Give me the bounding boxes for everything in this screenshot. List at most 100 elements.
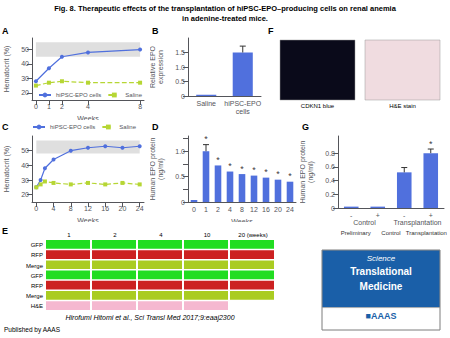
svg-text:-: - xyxy=(403,212,406,219)
svg-text:24: 24 xyxy=(286,206,294,213)
svg-text:B: B xyxy=(152,26,159,36)
svg-text:1.0: 1.0 xyxy=(175,64,185,71)
svg-text:Published by AAAS: Published by AAAS xyxy=(4,326,61,334)
svg-text:Control: Control xyxy=(353,219,376,226)
svg-text:hiPSC-EPO cells: hiPSC-EPO cells xyxy=(50,124,95,130)
svg-text:0.6: 0.6 xyxy=(325,163,335,170)
svg-text:Hirofumi Hitomi et al., Sci Tr: Hirofumi Hitomi et al., Sci Transl Med 2… xyxy=(65,314,234,322)
svg-text:30: 30 xyxy=(21,177,29,184)
svg-text:*: * xyxy=(264,167,268,177)
svg-text:GFP: GFP xyxy=(31,273,43,279)
svg-text:(ng/ml): (ng/ml) xyxy=(307,161,315,183)
svg-text:+: + xyxy=(376,212,380,219)
svg-text:*: * xyxy=(204,134,208,144)
svg-text:+: + xyxy=(429,212,433,219)
svg-text:2: 2 xyxy=(113,232,117,238)
svg-text:20: 20 xyxy=(21,191,29,198)
svg-text:H&E stain: H&E stain xyxy=(389,103,416,109)
svg-text:CDKN1 blue: CDKN1 blue xyxy=(301,103,335,109)
svg-text:8: 8 xyxy=(69,205,73,212)
svg-text:■AAAS: ■AAAS xyxy=(366,311,397,321)
svg-text:Hematocrit (%): Hematocrit (%) xyxy=(3,46,11,93)
svg-text:*: * xyxy=(252,165,256,175)
svg-text:E: E xyxy=(2,226,8,236)
svg-text:hiPSC-EPO: hiPSC-EPO xyxy=(224,100,262,107)
svg-text:expression: expression xyxy=(157,50,165,84)
svg-text:30: 30 xyxy=(21,75,29,82)
svg-text:Medicine: Medicine xyxy=(360,281,403,292)
svg-text:0: 0 xyxy=(181,199,185,206)
svg-text:1: 1 xyxy=(204,206,208,213)
svg-text:Human EPO protein: Human EPO protein xyxy=(150,138,157,201)
svg-text:1.5: 1.5 xyxy=(175,49,185,56)
svg-text:*: * xyxy=(216,155,220,165)
svg-text:Relative EPO: Relative EPO xyxy=(150,45,156,88)
svg-text:Translational: Translational xyxy=(350,266,412,277)
svg-text:0.4: 0.4 xyxy=(325,177,335,184)
svg-text:Preliminary: Preliminary xyxy=(341,230,371,236)
svg-text:0: 0 xyxy=(331,205,335,212)
svg-text:4: 4 xyxy=(228,206,232,213)
svg-text:40: 40 xyxy=(21,162,29,169)
svg-text:2: 2 xyxy=(60,103,64,110)
svg-text:Transplantation: Transplantation xyxy=(394,219,442,227)
svg-text:Saline: Saline xyxy=(125,92,142,98)
svg-text:Saline: Saline xyxy=(119,124,136,130)
svg-text:12: 12 xyxy=(84,205,92,212)
svg-text:Weeks: Weeks xyxy=(77,115,99,120)
svg-text:RFP: RFP xyxy=(31,283,43,289)
svg-text:40: 40 xyxy=(21,60,29,67)
svg-text:in adenine-treated mice.: in adenine-treated mice. xyxy=(182,14,268,23)
svg-text:1.0: 1.0 xyxy=(175,148,185,155)
svg-text:16: 16 xyxy=(101,205,109,212)
svg-text:0: 0 xyxy=(34,205,38,212)
svg-text:12: 12 xyxy=(250,206,258,213)
svg-text:16: 16 xyxy=(262,206,270,213)
svg-text:hiPSC-EPO cells: hiPSC-EPO cells xyxy=(56,92,101,98)
svg-text:50: 50 xyxy=(21,147,29,154)
svg-text:20 (weeks): 20 (weeks) xyxy=(238,232,267,238)
svg-text:-: - xyxy=(350,212,353,219)
svg-text:0: 0 xyxy=(192,206,196,213)
svg-text:0: 0 xyxy=(34,103,38,110)
svg-text:10: 10 xyxy=(204,232,211,238)
svg-text:20: 20 xyxy=(119,205,127,212)
svg-text:RFP: RFP xyxy=(31,252,43,258)
svg-text:*: * xyxy=(240,164,244,174)
svg-text:0.5: 0.5 xyxy=(175,78,185,85)
svg-text:F: F xyxy=(268,26,274,36)
svg-text:*: * xyxy=(276,169,280,179)
svg-text:Weeks: Weeks xyxy=(77,217,99,222)
svg-text:Saline: Saline xyxy=(197,100,217,107)
svg-text:0.5: 0.5 xyxy=(175,173,185,180)
svg-text:GFP: GFP xyxy=(31,242,43,248)
svg-text:Science: Science xyxy=(367,254,396,263)
svg-text:Fig. 8. Therapeutic effects of: Fig. 8. Therapeutic effects of the trans… xyxy=(54,4,397,13)
svg-text:Hematocrit (%): Hematocrit (%) xyxy=(3,146,11,193)
svg-text:4: 4 xyxy=(52,205,56,212)
svg-text:4: 4 xyxy=(159,232,163,238)
svg-text:4: 4 xyxy=(86,103,90,110)
svg-text:*: * xyxy=(429,139,433,149)
svg-text:Human EPO protein: Human EPO protein xyxy=(300,141,307,204)
svg-text:*: * xyxy=(288,171,292,181)
svg-text:G: G xyxy=(302,122,309,132)
svg-text:0.8: 0.8 xyxy=(325,150,335,157)
svg-text:1: 1 xyxy=(67,232,71,238)
svg-text:1: 1 xyxy=(47,103,51,110)
svg-text:(ng/ml): (ng/ml) xyxy=(157,158,165,180)
svg-text:8: 8 xyxy=(138,103,142,110)
svg-text:*: * xyxy=(228,161,232,171)
svg-text:Control: Control xyxy=(381,230,400,236)
svg-text:8: 8 xyxy=(240,206,244,213)
svg-text:2: 2 xyxy=(216,206,220,213)
svg-text:20: 20 xyxy=(21,89,29,96)
svg-text:H&E: H&E xyxy=(31,303,43,309)
svg-text:Merge: Merge xyxy=(26,293,44,299)
svg-text:cells: cells xyxy=(236,108,251,115)
svg-text:Transplantation: Transplantation xyxy=(406,230,447,236)
svg-text:24: 24 xyxy=(136,205,144,212)
svg-text:50: 50 xyxy=(21,46,29,53)
svg-text:0.2: 0.2 xyxy=(325,191,335,198)
svg-text:D: D xyxy=(152,122,159,132)
